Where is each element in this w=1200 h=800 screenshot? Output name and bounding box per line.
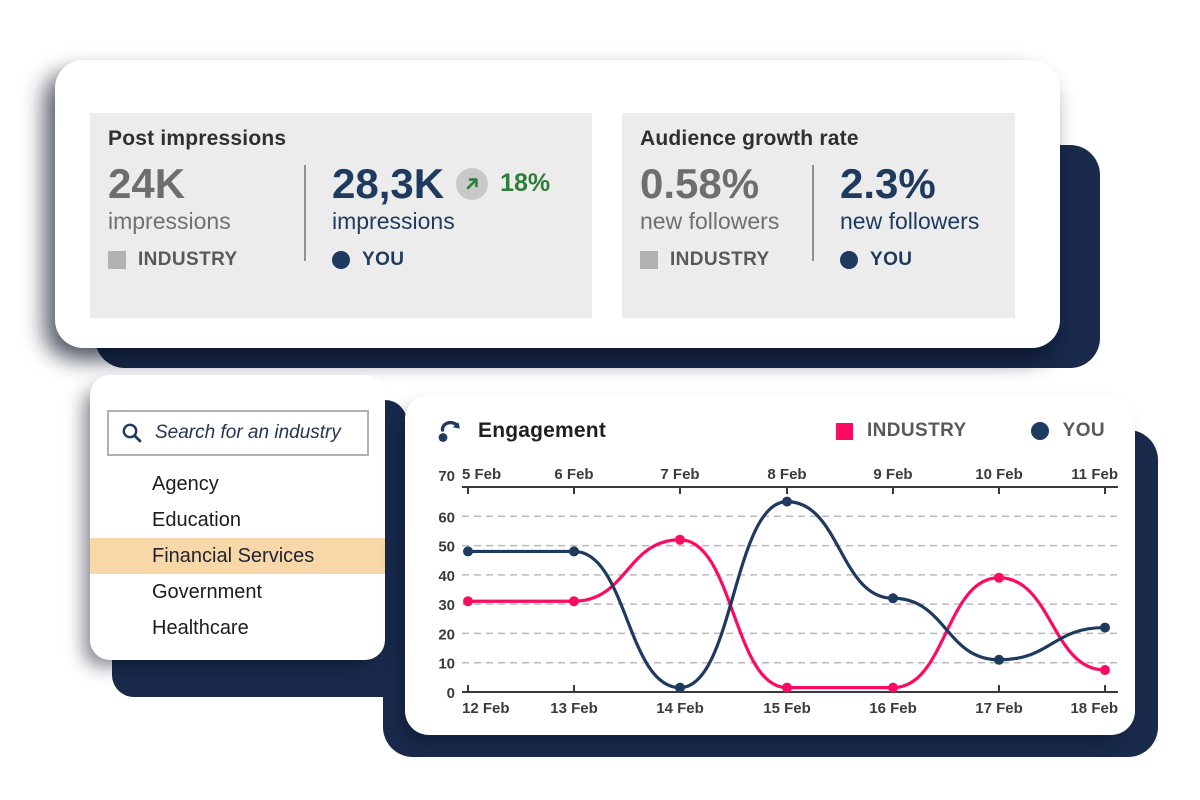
svg-text:60: 60 [438,509,455,526]
block-title: Audience growth rate [640,127,859,150]
svg-text:8 Feb: 8 Feb [767,466,806,483]
you-swatch-icon [840,251,858,270]
industry-value: 0.58% [640,160,760,207]
industry-label: INDUSTRY [670,249,770,271]
post-impressions-block: Post impressions 24K impressions INDUSTR… [90,113,592,318]
industry-swatch-icon [640,251,658,270]
legend-industry-swatch-icon[interactable] [836,422,853,440]
you-label: YOU [362,249,405,271]
svg-text:18 Feb: 18 Feb [1070,700,1118,717]
industry-unit: impressions [108,208,231,235]
block-title: Post impressions [108,127,287,150]
legend-industry-label[interactable]: INDUSTRY [867,420,967,441]
search-box[interactable] [107,410,369,456]
industry-label: INDUSTRY [138,249,238,271]
you-value: 2.3% [840,160,936,207]
industry-list: Agency Education Financial Services Gove… [90,466,385,646]
engagement-icon [438,419,464,443]
svg-text:14 Feb: 14 Feb [656,700,704,717]
svg-text:10 Feb: 10 Feb [975,466,1023,483]
you-value: 28,3K [332,160,445,207]
list-item-healthcare[interactable]: Healthcare [152,617,249,639]
legend-you-label[interactable]: YOU [1062,420,1105,441]
list-item-education[interactable]: Education [152,509,241,531]
svg-text:6 Feb: 6 Feb [554,466,593,483]
svg-text:7 Feb: 7 Feb [660,466,699,483]
you-label: YOU [870,249,913,271]
chart-legend: INDUSTRY YOU [836,420,1105,442]
svg-text:0: 0 [447,685,455,702]
you-swatch-icon [332,251,350,270]
svg-text:9 Feb: 9 Feb [873,466,912,483]
svg-text:17 Feb: 17 Feb [975,700,1023,717]
svg-text:30: 30 [438,597,455,614]
list-item-government[interactable]: Government [152,581,263,603]
svg-text:50: 50 [438,539,455,556]
engagement-card: Engagement INDUSTRY YOU 0 10 20 30 40 50 60 70 5… [405,395,1135,735]
stats-card: Post impressions 24K impressions INDUSTR… [55,60,1060,348]
svg-text:10: 10 [438,656,455,673]
svg-text:12 Feb: 12 Feb [462,700,510,717]
industry-picker-card: Agency Education Financial Services Gove… [90,375,385,660]
you-unit: new followers [840,208,980,235]
svg-text:13 Feb: 13 Feb [550,700,598,717]
divider [304,165,306,262]
chart-header: Engagement INDUSTRY YOU [405,419,1135,443]
svg-text:40: 40 [438,568,455,585]
legend-you-swatch-icon[interactable] [1030,422,1049,440]
industry-swatch-icon [108,251,126,270]
chart-title: Engagement [478,419,607,442]
divider [812,165,814,262]
growth-arrow-icon [456,167,489,200]
svg-text:15 Feb: 15 Feb [763,700,811,717]
svg-text:70: 70 [438,468,455,485]
svg-text:16 Feb: 16 Feb [869,700,917,717]
industry-unit: new followers [640,208,780,235]
svg-text:20: 20 [438,626,455,643]
search-icon [122,423,142,443]
audience-growth-block: Audience growth rate 0.58% new followers… [622,113,1015,318]
list-item-agency[interactable]: Agency [152,473,219,495]
svg-text:11 Feb: 11 Feb [1071,466,1118,483]
delta-value: 18% [500,169,551,198]
search-input[interactable] [153,421,357,445]
list-item-financial-services[interactable]: Financial Services [90,538,385,574]
svg-text:5 Feb: 5 Feb [462,466,501,483]
engagement-plot: 0 10 20 30 40 50 60 70 5 Feb 6 Feb 7 Feb 8 Feb 9 Feb… [438,466,1118,717]
you-unit: impressions [332,208,455,235]
industry-value: 24K [108,160,186,207]
